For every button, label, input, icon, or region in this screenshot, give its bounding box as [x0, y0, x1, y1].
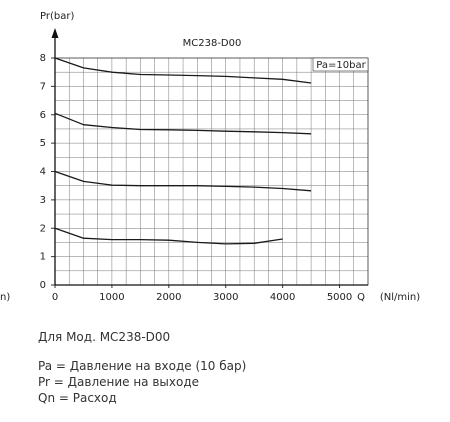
chart: Pr(bar) MC238-D00 n) Q (Nl/min) 0 1 2 3 4 5 6 7…: [0, 11, 420, 303]
y-tick-label: 0: [40, 280, 46, 291]
chart-title: MC238-D00: [183, 38, 242, 49]
legend-note: Pr = Давление на выходе: [38, 375, 200, 389]
y-tick-label: 2: [40, 223, 46, 234]
y-tick-label: 3: [40, 195, 46, 206]
x-axis-label: Q: [357, 292, 365, 303]
curve: [54, 112, 312, 135]
x-tick-label: 3000: [213, 292, 238, 303]
y-tick-label: 1: [40, 252, 46, 263]
curve: [54, 170, 312, 192]
x-tick-label: 0: [52, 292, 58, 303]
x-tick-label: 5000: [327, 292, 352, 303]
annotation: Pa=10bar: [316, 60, 366, 71]
cropped-text: n): [0, 292, 10, 303]
y-tick-label: 4: [40, 167, 46, 178]
y-tick-label: 6: [40, 110, 46, 121]
x-tick-label: 1000: [99, 292, 124, 303]
legend-note: Qn = Расход: [38, 391, 117, 405]
model-note: Для Мод. МС238-D00: [38, 330, 171, 344]
y-axis-arrow: [51, 28, 59, 38]
curve: [54, 227, 283, 245]
annotation-box: [312, 57, 369, 72]
y-tick-label: 8: [40, 53, 46, 64]
y-tick-label: 7: [40, 81, 46, 92]
x-axis-unit: (Nl/min): [380, 292, 420, 303]
x-tick-label: 2000: [156, 292, 181, 303]
y-axis-label: Pr(bar): [40, 11, 74, 22]
legend-note: Pa = Давление на входе (10 бар): [38, 359, 247, 373]
curve: [54, 57, 312, 84]
y-tick-label: 5: [40, 138, 46, 149]
x-tick-label: 4000: [270, 292, 295, 303]
